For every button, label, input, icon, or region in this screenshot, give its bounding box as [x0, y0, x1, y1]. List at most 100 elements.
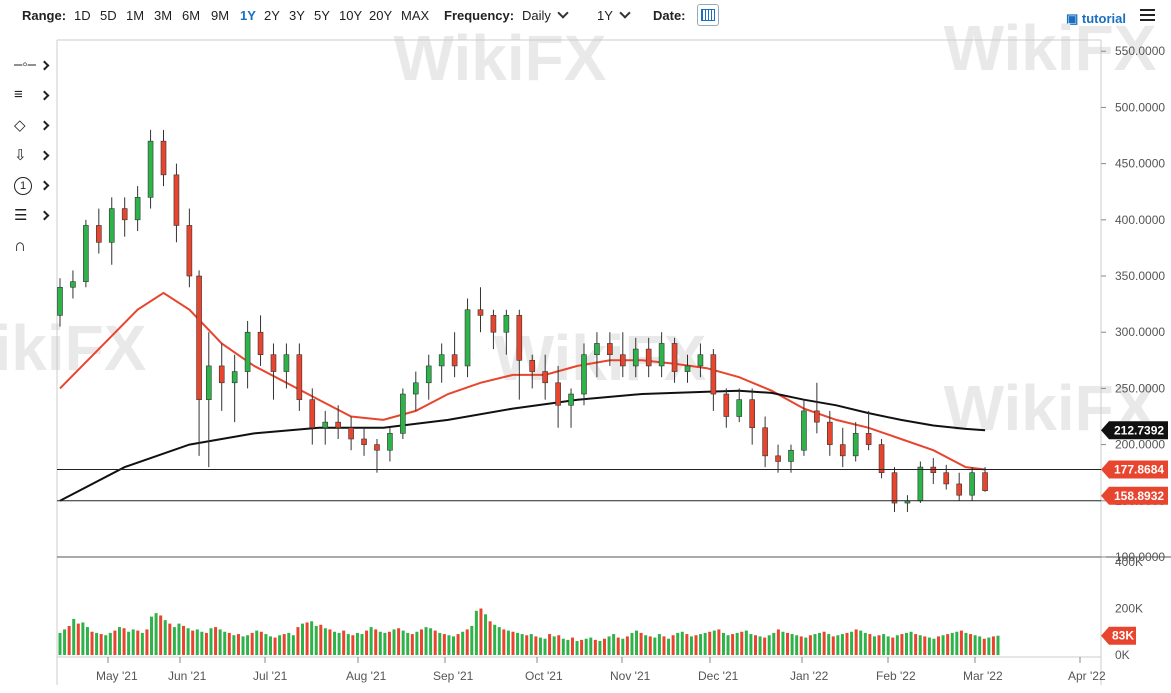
volume-bar — [877, 635, 881, 655]
volume-bar — [959, 630, 963, 655]
trendline-tool[interactable]: ≡ — [14, 86, 50, 108]
volume-bar — [735, 632, 739, 655]
volume-bar — [927, 637, 931, 655]
volume-bar — [534, 636, 538, 655]
arrow-tool[interactable]: ⇩ — [14, 146, 50, 168]
volume-bar — [726, 635, 730, 655]
volume-bar — [452, 636, 456, 655]
crosshair-icon: –◦– — [14, 56, 37, 73]
volume-bar — [712, 630, 716, 655]
volume-bar — [63, 629, 67, 655]
x-tick-label: Aug '21 — [346, 669, 387, 683]
volume-bar — [154, 613, 158, 655]
hamburger-menu-icon[interactable] — [1140, 9, 1155, 21]
calendar-icon[interactable] — [697, 4, 719, 26]
candle-body — [891, 472, 898, 504]
volume-bar — [850, 631, 854, 655]
period-value: 1Y — [597, 8, 613, 23]
volume-bar — [772, 632, 776, 655]
volume-bar — [964, 632, 968, 655]
y-tick-label: 500.0000 — [1115, 100, 1165, 114]
candle-body — [865, 433, 872, 445]
indicators-tool[interactable]: ☰ — [14, 206, 50, 228]
price-badge-shape — [1101, 460, 1168, 479]
annotation-icon: 1 — [14, 177, 32, 195]
volume-bar — [511, 631, 515, 655]
annotation-tool[interactable]: 1 — [14, 176, 50, 198]
frequency-select[interactable]: Daily — [522, 7, 569, 25]
candle-body — [296, 354, 303, 400]
arrow-icon: ⇩ — [14, 147, 27, 164]
volume-bar — [644, 635, 648, 655]
ma200-line — [59, 389, 986, 502]
volume-bar — [360, 634, 364, 655]
volume-bar — [840, 634, 844, 655]
candle-body — [917, 466, 924, 502]
volume-bar — [657, 634, 661, 655]
y-tick-label: 550.0000 — [1115, 44, 1165, 58]
range-option-10y[interactable]: 10Y — [339, 8, 363, 23]
volume-bar — [342, 630, 346, 655]
volume-bar — [397, 628, 401, 655]
range-option-6m[interactable]: 6M — [182, 8, 201, 23]
volume-bar — [795, 635, 799, 655]
candle-body — [451, 354, 458, 367]
range-option-2y[interactable]: 2Y — [264, 8, 280, 23]
candle-body — [205, 365, 212, 400]
volume-bar — [753, 635, 757, 655]
shapes-tool[interactable]: ◇ — [14, 116, 50, 138]
tutorial-link[interactable]: ▣ tutorial — [1066, 11, 1126, 26]
volume-badge: 83K — [1101, 626, 1136, 645]
range-option-max[interactable]: MAX — [401, 8, 430, 23]
volume-bar — [204, 632, 208, 655]
candle-body — [814, 410, 820, 423]
candle-body — [555, 382, 561, 406]
range-option-3y[interactable]: 3Y — [289, 8, 305, 23]
shapes-icon: ◇ — [14, 117, 26, 134]
volume-bar — [538, 637, 542, 655]
volume-bar — [429, 628, 433, 655]
volume-bar — [406, 632, 410, 655]
volume-bar — [653, 637, 657, 655]
range-option-3m[interactable]: 3M — [154, 8, 173, 23]
volume-bar — [214, 627, 218, 655]
range-option-1m[interactable]: 1M — [126, 8, 145, 23]
candle-body — [270, 354, 277, 372]
volume-bar — [708, 631, 712, 655]
crosshair-tool[interactable]: –◦– — [14, 56, 50, 78]
candle-body — [645, 348, 652, 367]
candle-body — [361, 438, 367, 445]
range-option-9m[interactable]: 9M — [211, 8, 230, 23]
price-badge: 158.8932 — [1101, 486, 1168, 505]
volume-bar — [259, 631, 263, 655]
range-option-5d[interactable]: 5D — [100, 8, 117, 23]
volume-bar — [914, 634, 918, 655]
volume-bar — [172, 627, 176, 655]
candle-body — [477, 309, 484, 316]
candle-body — [108, 208, 115, 243]
volume-bar — [676, 632, 680, 655]
volume-bar — [932, 638, 936, 655]
range-option-5y[interactable]: 5Y — [314, 8, 330, 23]
volume-bar — [987, 637, 991, 655]
x-tick-label: Jan '22 — [790, 669, 829, 683]
x-tick-label: Dec '21 — [698, 669, 739, 683]
volume-bar — [150, 616, 154, 655]
volume-bar — [543, 638, 547, 655]
volume-bar — [790, 634, 794, 655]
volume-bar — [241, 636, 245, 655]
x-tick-label: Apr '22 — [1068, 669, 1106, 683]
magnet-tool[interactable]: ∩ — [14, 236, 50, 258]
range-option-20y[interactable]: 20Y — [369, 8, 393, 23]
range-option-1y[interactable]: 1Y — [240, 8, 256, 23]
y-tick-label: 450.0000 — [1115, 157, 1165, 171]
volume-bar — [863, 632, 867, 655]
volume-bar — [177, 623, 181, 655]
candle-body — [335, 421, 341, 429]
range-option-1d[interactable]: 1D — [74, 8, 91, 23]
price-badge-label: 158.8932 — [1114, 489, 1164, 503]
candle-body — [671, 343, 678, 372]
volume-bar — [845, 632, 849, 655]
period-select[interactable]: 1Y — [597, 7, 631, 25]
